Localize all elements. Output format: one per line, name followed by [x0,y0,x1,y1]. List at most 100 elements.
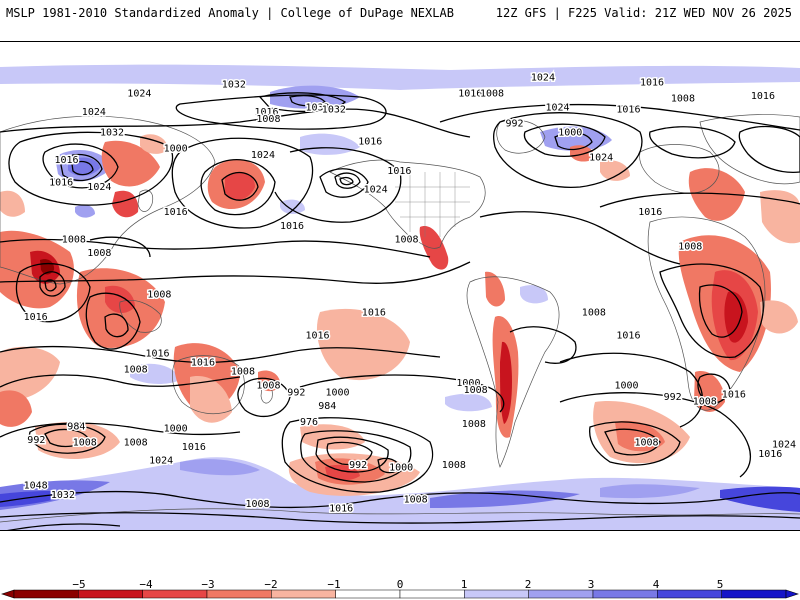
isobar-label: 1008 [480,89,504,100]
isobar-label: 1008 [635,437,659,448]
colorbar-tick-label: −3 [201,578,215,591]
isobar [326,441,373,466]
isobar [200,159,276,216]
isobar-label-halo: 1008 [73,437,97,448]
isobar-label-halo: 1016 [722,390,746,401]
isobar-label: 1024 [82,107,106,118]
isobar-label-halo: 1024 [531,73,555,84]
isobar-label: 1016 [458,89,482,100]
coast-south-america [466,276,560,468]
colorbar-arrow-right [785,589,799,599]
isobar-label: 1008 [395,235,419,246]
isobar-label-halo: 1016 [751,91,775,102]
isobar [698,284,743,338]
isobar [258,92,347,112]
isobar-label-halo: 992 [27,435,45,446]
isobar-label: 1032 [51,490,75,501]
neg-anomaly-tasman [190,376,232,423]
neg-anomaly-middle-east [760,190,800,244]
isobar-label-halo: 1000 [389,463,413,474]
colorbar-swatch [657,589,722,599]
neg-anomaly-south-pacific [316,308,410,381]
isobar [171,137,314,229]
isobar-label-halo: 1016 [640,77,664,88]
isobar-label: 1016 [758,449,782,460]
isobar-label-halo: 992 [664,392,682,403]
isobar-label: 984 [318,401,336,412]
isobar-label-halo: 1008 [87,248,111,259]
isobar-label-halo: 1024 [87,182,111,193]
isobar [44,279,57,292]
isobar-label: 1024 [127,89,151,100]
isobar-label: 1008 [124,437,148,448]
isobar-label: 1008 [462,419,486,430]
isobar-label-halo: 1024 [149,456,173,467]
isobar [439,103,800,131]
pos-anomaly-pacific-small [280,199,305,214]
isobar-label: 992 [506,118,524,129]
isobar [0,374,241,388]
isobar [319,168,369,198]
pos-anomaly-brazil [520,285,548,304]
isobar [479,211,681,265]
isobar-label-halo: 1000 [326,387,350,398]
isobar-label-halo: 1008 [582,308,606,319]
isobar [0,512,800,524]
isobar [509,326,577,364]
isobar-label: 1032 [222,80,246,91]
colorbar-swatch [528,589,594,599]
coast-europe [639,144,720,194]
isobar-label: 1016 [146,349,170,360]
isobar-label-halo: 1008 [480,89,504,100]
colorbar-tick-label: −5 [72,578,86,591]
isobar-label-halo: 1032 [222,80,246,91]
isobar [8,131,174,206]
isobar-label-halo: 984 [67,421,85,432]
isobar-label-halo: 1016 [638,207,662,218]
pos-anomaly-alaska [300,133,360,155]
isobar-label: 1008 [147,289,171,300]
neg-anomaly-kamchatka [140,134,168,154]
colorbar-tick-label: 2 [524,578,532,591]
isobar [7,523,121,530]
isobar-contours [0,92,800,530]
isobar-label: 1024 [589,153,613,164]
isobar-label: 1000 [558,127,582,138]
map-canvas: 1024102410321032101610161008100810321032… [0,64,800,530]
isobar [659,263,764,358]
neg-anomaly-peru [485,271,505,307]
isobar [85,292,141,350]
isobar [738,125,800,173]
neg-anomaly-asia-core [112,190,139,218]
isobar-label-halo: 1016 [255,107,279,118]
isobar-label-halo: 1016 [182,442,206,453]
isobar-label-halo: 1016 [24,312,48,323]
isobar-label-halo: 1024 [127,89,151,100]
isobar-label: 1008 [246,499,270,510]
isobar-label-halo: 1008 [256,380,280,391]
isobar-label: 1016 [722,390,746,401]
isobar-label-halo: 1048 [24,481,48,492]
coast-asia-east [699,114,800,185]
isobar-label-halo: 1016 [55,155,79,166]
neg-anomaly-south-indian [35,422,120,460]
isobar-label-halo: 1016 [362,308,386,319]
pos-anomaly-south-core-west2 [0,490,80,507]
isobar-label-halo: 1032 [100,127,124,138]
isobar-label: 992 [349,460,367,471]
world-map: 1024 1024 1032 1032 1016 1016 1008 1008 1032 1032… [0,41,800,531]
isobar [274,147,402,223]
isobar [559,352,703,428]
isobar-label-halo: 1016 [616,330,640,341]
neg-anomaly-africa-peak [724,291,748,343]
isobar-label: 1016 [329,504,353,515]
isobar-label-halo: 1008 [464,385,488,396]
isobar-label: 1016 [616,330,640,341]
isobar [589,421,681,466]
coast-africa [647,216,766,411]
isobar-label: 1008 [693,396,717,407]
isobar [104,313,129,338]
isobar-label-halo: 1024 [364,184,388,195]
isobar [0,108,471,138]
isobar-label-halo: 1008 [147,289,171,300]
